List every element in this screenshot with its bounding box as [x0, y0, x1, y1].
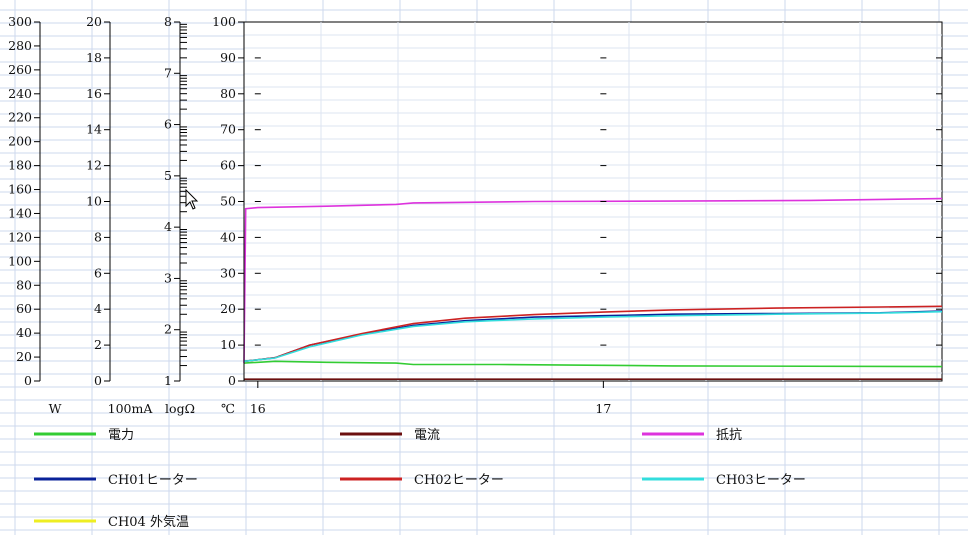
x-tick-label: 16 — [250, 401, 266, 416]
y-tick-label: 20 — [16, 349, 32, 364]
plot-area — [243, 21, 943, 382]
series-line — [243, 310, 943, 363]
y-tick-label: 0 — [94, 373, 102, 388]
y-axes: 0204060801001201401601802002202402602803… — [8, 14, 942, 416]
y-tick-label: 10 — [220, 337, 236, 352]
series-line — [243, 197, 943, 364]
y-tick-label: 6 — [164, 117, 172, 132]
legend-item: 抵抗 — [642, 428, 742, 443]
y-tick-label: 120 — [8, 229, 32, 244]
series-line — [243, 360, 943, 368]
legend-label: 電流 — [414, 428, 440, 443]
y-tick-label: 12 — [86, 158, 102, 173]
mouse-cursor-icon — [185, 188, 199, 210]
legend-item: 電力 — [34, 428, 134, 443]
y-tick-label: 4 — [164, 219, 172, 234]
y-tick-label: 60 — [220, 158, 236, 173]
legend-item: CH03ヒーター — [642, 473, 806, 488]
x-tick-label: 17 — [595, 401, 611, 416]
legend-label: CH01ヒーター — [108, 473, 198, 488]
y-axis-mA: 0 2 4 6 8 10 12 14 16 18 20 100mA — [86, 14, 153, 416]
y-tick-label: 20 — [220, 301, 236, 316]
legend: 電力 電流 抵抗 CH01ヒーター CH02ヒーター CH03ヒーター CH04 外気温 — [34, 428, 806, 530]
y-tick-label: 140 — [8, 205, 32, 220]
legend-item: CH02ヒーター — [340, 473, 504, 488]
y-tick-label: 300 — [8, 14, 32, 29]
legend-label: 抵抗 — [716, 428, 742, 443]
y-axis-unit-label: 100mA — [108, 401, 154, 416]
y-tick-label: 80 — [16, 277, 32, 292]
y-tick-label: 200 — [8, 134, 32, 149]
legend-label: CH03ヒーター — [716, 473, 806, 488]
plot-grid — [244, 22, 942, 381]
legend-item: CH04 外気温 — [34, 514, 189, 530]
y-tick-label: 7 — [164, 65, 172, 80]
y-tick-label: 0 — [228, 373, 236, 388]
legend-item: 電流 — [340, 428, 440, 443]
y-tick-label: 180 — [8, 158, 32, 173]
y-tick-label: 80 — [220, 86, 236, 101]
y-tick-label: 240 — [8, 86, 32, 101]
y-tick-label: 10 — [86, 194, 102, 209]
y-tick-label: 14 — [86, 122, 102, 137]
y-tick-label: 260 — [8, 62, 32, 77]
y-tick-label: 0 — [24, 373, 32, 388]
y-tick-label: 8 — [164, 14, 172, 29]
series-lines — [243, 197, 943, 380]
y-axis-unit-label: logΩ — [165, 401, 195, 416]
y-tick-label: 16 — [86, 86, 102, 101]
y-tick-label: 18 — [86, 50, 102, 65]
y-tick-label: 40 — [16, 325, 32, 340]
y-tick-label: 160 — [8, 182, 32, 197]
y-axis-C: 0 10 20 30 40 50 60 70 80 90 100 ℃ — [212, 14, 942, 416]
y-tick-label: 60 — [16, 301, 32, 316]
y-axis-unit-label: W — [49, 401, 62, 416]
y-tick-label: 50 — [220, 194, 236, 209]
y-tick-label: 40 — [220, 229, 236, 244]
y-tick-label: 8 — [94, 229, 102, 244]
y-tick-label: 100 — [212, 14, 236, 29]
legend-item: CH01ヒーター — [34, 473, 198, 488]
y-tick-label: 30 — [220, 265, 236, 280]
y-tick-label: 100 — [8, 253, 32, 268]
y-tick-label: 70 — [220, 122, 236, 137]
y-tick-label: 3 — [164, 270, 172, 285]
y-axis-W: 0 20 40 60 80 100 120 140 160 180 200 220 240 260 280 3… — [8, 14, 61, 416]
y-tick-label: 4 — [94, 301, 102, 316]
y-tick-label: 20 — [86, 14, 102, 29]
y-tick-label: 220 — [8, 110, 32, 125]
legend-label: CH04 外気温 — [108, 514, 189, 530]
legend-label: 電力 — [108, 428, 134, 443]
y-tick-label: 280 — [8, 38, 32, 53]
legend-label: CH02ヒーター — [414, 473, 504, 488]
x-axis: 16 17 — [250, 381, 611, 416]
y-tick-label: 2 — [164, 322, 172, 337]
y-tick-label: 90 — [220, 50, 236, 65]
y-tick-label: 6 — [94, 265, 102, 280]
y-tick-label: 1 — [164, 373, 172, 388]
series-line — [243, 305, 943, 363]
y-axis-unit-label: ℃ — [221, 401, 235, 416]
y-tick-label: 2 — [94, 337, 102, 352]
y-tick-label: 5 — [164, 168, 172, 183]
